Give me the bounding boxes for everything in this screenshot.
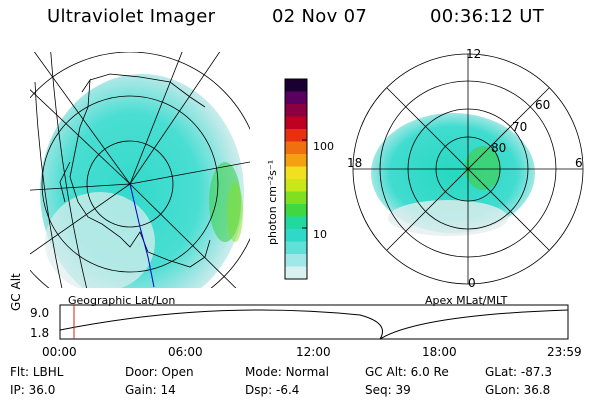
colorbar-segment — [285, 229, 307, 242]
param-dsp: Dsp: -6.4 — [245, 383, 300, 397]
colorbar-segment — [285, 266, 307, 280]
altitude-xtick-0600: 06:00 — [168, 345, 203, 359]
param-gc-alt: GC Alt: 6.0 Re — [365, 365, 449, 379]
header-time: 00:36:12 UT — [430, 6, 545, 27]
param-door: Door: Open — [125, 365, 194, 379]
param-seq: Seq: 39 — [365, 383, 411, 397]
altitude-plot — [59, 304, 569, 340]
colorbar-segment — [285, 179, 307, 192]
colorbar-segment — [285, 166, 307, 180]
altitude-xtick-1800: 18:00 — [422, 345, 457, 359]
colorbar-segment — [285, 91, 307, 105]
colorbar-frame — [284, 78, 308, 280]
colorbar-segment — [285, 79, 307, 92]
colorbar-segment — [285, 154, 307, 167]
mlat-label-80: 80 — [491, 141, 507, 155]
colorbar-segment — [285, 129, 307, 142]
colorbar-segment — [285, 216, 307, 230]
colorbar-segment — [285, 104, 307, 117]
mlt-label-18: 18 — [347, 156, 363, 170]
colorbar-segment — [285, 254, 307, 267]
altitude-ylabel: GC Alt — [9, 273, 23, 311]
colorbar-tick-100: 100 — [313, 140, 334, 153]
polar-mlt-map — [352, 53, 584, 285]
colorbar-segment — [285, 191, 307, 205]
coastline — [59, 73, 211, 268]
altitude-xtick-1200: 12:00 — [296, 345, 331, 359]
altitude-ytick-1-8: 1.8 — [30, 326, 50, 340]
colorbar-tick-10: 10 — [313, 228, 327, 241]
mlt-label-12: 12 — [466, 47, 482, 61]
altitude-xtick-0000: 00:00 — [42, 345, 77, 359]
satellite-track — [129, 183, 155, 288]
param-gain: Gain: 14 — [125, 383, 176, 397]
mlt-label-0: 0 — [468, 276, 476, 290]
mlat-label-60: 60 — [535, 98, 551, 112]
param-glat: GLat: -87.3 — [485, 365, 552, 379]
param-filter: Flt: LBHL — [10, 365, 64, 379]
header-date: 02 Nov 07 — [272, 6, 368, 27]
colorbar-segment — [285, 241, 307, 255]
colorbar-segment — [285, 204, 307, 217]
mlat-label-70: 70 — [512, 120, 528, 134]
colorbar-segment — [285, 141, 307, 155]
param-mode: Mode: Normal — [245, 365, 329, 379]
param-ip: IP: 36.0 — [10, 383, 56, 397]
altitude-xtick-2359: 23:59 — [547, 345, 582, 359]
polar-panel-label: Apex MLat/MLT — [425, 294, 508, 307]
param-glon: GLon: 36.8 — [485, 383, 551, 397]
imager-title: Ultraviolet Imager — [47, 6, 216, 27]
colorbar — [284, 78, 308, 280]
geographic-map — [30, 52, 250, 288]
mlt-label-6: 6 — [575, 156, 583, 170]
geo-panel-label: Geographic Lat/Lon — [68, 294, 176, 307]
colorbar-unit-label: photon cm⁻²s⁻¹ — [266, 159, 279, 245]
altitude-ytick-9: 9.0 — [30, 306, 50, 320]
colorbar-segment — [285, 116, 307, 130]
